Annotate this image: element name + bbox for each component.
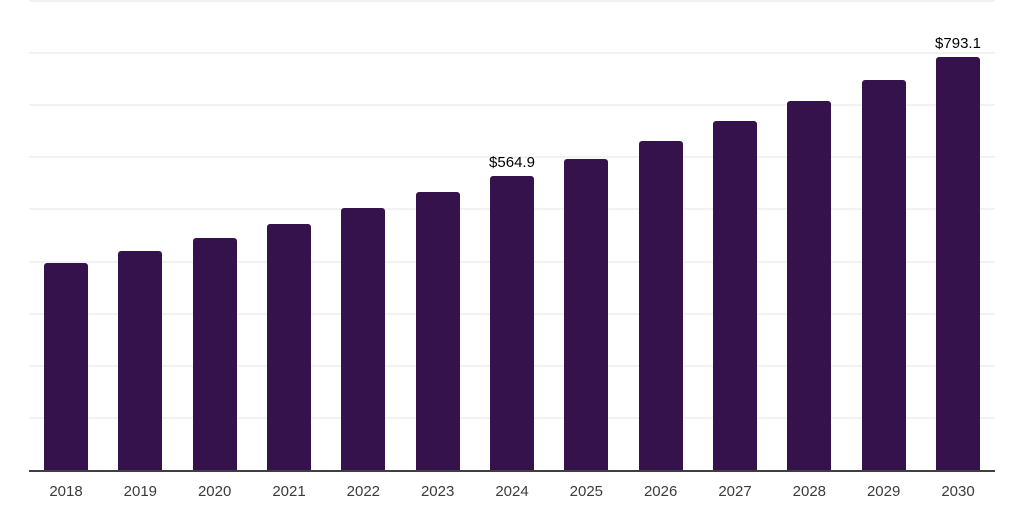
bar-2022 — [341, 207, 386, 470]
x-tick-2019: 2019 — [123, 483, 158, 500]
x-tick-2018: 2018 — [49, 483, 83, 500]
bar-2030 — [936, 56, 980, 470]
bar-2027 — [713, 120, 757, 470]
bar-2023 — [415, 191, 460, 470]
bar-2028 — [787, 101, 832, 470]
x-tick-2021: 2021 — [272, 483, 306, 500]
data-label-2030: $793.1 — [935, 34, 981, 52]
data-label-2024: $564.9 — [489, 153, 535, 171]
x-tick-2025: 2025 — [569, 483, 604, 500]
x-tick-2020: 2020 — [197, 483, 232, 500]
bar-2026 — [638, 140, 683, 470]
gridline — [29, 104, 995, 107]
bar-2021 — [267, 223, 311, 470]
x-tick-2026: 2026 — [643, 483, 678, 500]
bar-2029 — [861, 80, 906, 470]
x-axis: 2018 2019 2020 2021 2022 2023 2024 2025 2026 2027… — [29, 471, 995, 511]
x-tick-2022: 2022 — [346, 483, 381, 500]
plot-area: $564.9 $793.1 — [29, 0, 995, 472]
bar-2018 — [44, 262, 88, 470]
x-tick-2029: 2029 — [866, 483, 901, 500]
bar-2025 — [564, 158, 609, 470]
x-tick-2030: 2030 — [941, 483, 975, 500]
gridline — [29, 0, 995, 2]
gridline — [29, 156, 995, 159]
bar-2020 — [192, 237, 237, 470]
x-tick-2028: 2028 — [792, 483, 827, 500]
bar-2019 — [118, 250, 163, 470]
x-tick-2023: 2023 — [420, 483, 455, 500]
x-tick-2024: 2024 — [495, 483, 529, 500]
bar-2024 — [490, 175, 534, 470]
gridline — [29, 52, 995, 55]
x-tick-2027: 2027 — [718, 483, 752, 500]
